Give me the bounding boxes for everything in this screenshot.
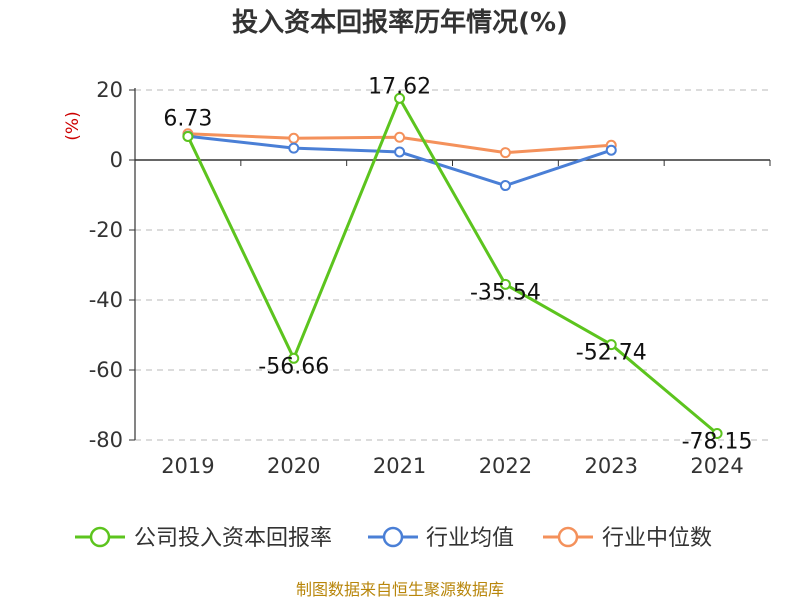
series-point-0 <box>288 352 300 364</box>
series-line-0 <box>186 96 719 435</box>
data-label: 17.62 <box>368 74 431 99</box>
series-point-1 <box>288 142 300 154</box>
x-tick-label: 2024 <box>690 454 743 478</box>
series-line-1 <box>187 134 612 188</box>
legend-item-2[interactable]: 行业中位数 <box>543 526 712 551</box>
data-label: -35.54 <box>470 280 541 305</box>
x-tick-label: 2022 <box>479 454 532 478</box>
y-axis-unit: (%) <box>63 111 83 140</box>
chart-title: 投入资本回报率历年情况(%) <box>232 7 568 38</box>
axes: 20 0 -20 -40 -60 -80 2019 2020 2021 2022 2023 2024 <box>89 78 771 478</box>
series-point-2 <box>288 132 300 144</box>
legend-marker <box>382 526 404 548</box>
grid-lines <box>135 89 770 441</box>
data-label: -78.15 <box>682 430 753 455</box>
data-labels: 6.73 -56.66 17.62 -35.54 -52.74 -78.15 <box>163 74 752 454</box>
series-point-0 <box>182 130 194 142</box>
x-tick-label: 2023 <box>585 454 638 478</box>
series-point-1 <box>605 144 617 156</box>
y-tick-label: 20 <box>96 78 123 102</box>
series-point-0 <box>711 428 723 440</box>
legend-label: 行业中位数 <box>602 526 712 551</box>
y-tick-label: -60 <box>89 358 123 382</box>
y-tick-label: -20 <box>89 218 123 242</box>
data-label: 6.73 <box>163 106 212 131</box>
series-point-1 <box>394 146 406 158</box>
series-point-1 <box>499 180 511 192</box>
y-tick-label: 0 <box>110 148 123 172</box>
data-label: -52.74 <box>576 341 647 366</box>
x-tick-label: 2021 <box>373 454 426 478</box>
legend-label: 公司投入资本回报率 <box>134 526 332 551</box>
y-tick-label: -80 <box>89 428 123 452</box>
legend-item-0[interactable]: 公司投入资本回报率 <box>75 526 332 551</box>
series-point-0 <box>605 339 617 351</box>
y-tick-label: -40 <box>89 288 123 312</box>
series-point-2 <box>499 147 511 159</box>
source-note: 制图数据来自恒生聚源数据库 <box>296 580 504 599</box>
legend-marker <box>557 526 579 548</box>
data-label: -56.66 <box>258 354 329 379</box>
series-point-2 <box>394 131 406 143</box>
legend-label: 行业均值 <box>426 526 514 551</box>
legend: 公司投入资本回报率 行业均值 行业中位数 <box>75 526 712 551</box>
x-tick-label: 2020 <box>267 454 320 478</box>
legend-marker <box>89 526 111 548</box>
series-point-0 <box>394 92 406 104</box>
series-layer <box>182 92 723 440</box>
series-point-0 <box>499 278 511 290</box>
legend-item-1[interactable]: 行业均值 <box>368 526 514 551</box>
x-tick-label: 2019 <box>161 454 214 478</box>
